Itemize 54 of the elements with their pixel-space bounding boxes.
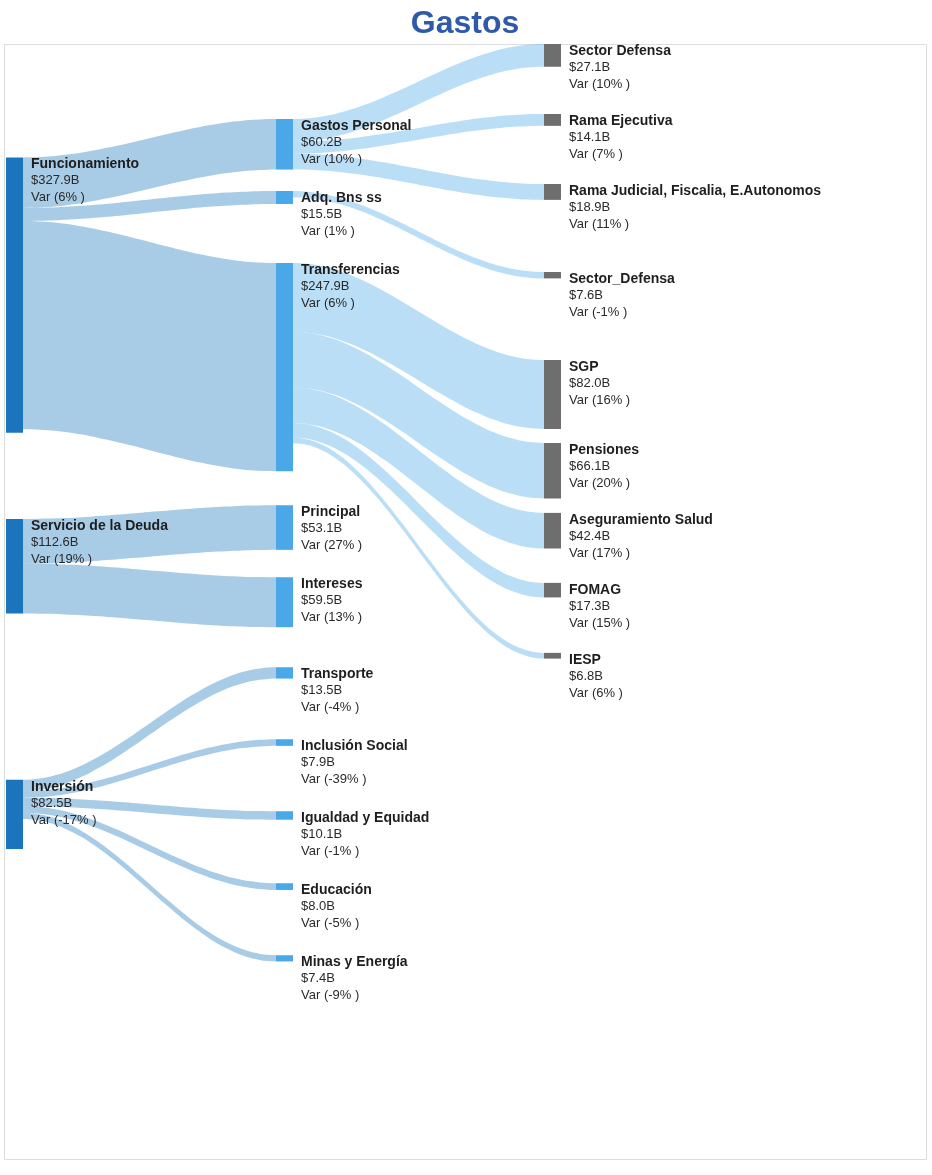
text: Var (27% ) [301, 537, 363, 553]
data-label: $8.0B [301, 898, 335, 914]
category-label: Rama Judicial, Fiscalia, E.Autonomos [569, 182, 822, 198]
text: Var (15% ) [569, 614, 631, 630]
category-label: IESP [569, 650, 601, 667]
text: Var (11% ) [569, 216, 630, 231]
text: Var (-1% ) [569, 304, 628, 319]
data-label: $82.0B [569, 375, 611, 390]
data-label: $14.1B [569, 129, 611, 144]
data-label: $7.4B [301, 970, 335, 986]
category-label: SGP [569, 358, 599, 374]
category-label: Igualdad y Equidad [301, 809, 430, 826]
category-label: Inclusión Social [301, 737, 408, 754]
text: Var (6% ) [569, 684, 623, 700]
data-label: $42.4B [569, 527, 611, 543]
category-label: Educación [301, 881, 372, 898]
text: Var (17% ) [569, 544, 631, 560]
text: Var (-5% ) [301, 915, 360, 931]
text: Var (-39% ) [301, 771, 367, 787]
text: Var (7% ) [569, 146, 623, 161]
category-label: Transporte [301, 665, 374, 682]
category-label: Aseguramiento Salud [569, 510, 713, 527]
category-label: Pensiones [569, 440, 640, 457]
text: Var (20% ) [569, 474, 631, 490]
data-label: $10.1B [301, 826, 343, 842]
category-label: Sector_Defensa [569, 270, 676, 286]
data-label: $112.6B [31, 533, 79, 549]
category-label: Principal [301, 503, 361, 520]
text: Var (10% ) [569, 76, 631, 91]
category-label: Intereses [301, 575, 363, 592]
data-label: $13.5B [301, 682, 343, 698]
data-label: $7.9B [301, 754, 335, 770]
category-label: Servicio de la Deuda [31, 516, 169, 533]
data-label: $53.1B [301, 520, 343, 536]
text: Var (-1% ) [301, 843, 360, 859]
data-label: $27.1B [569, 59, 611, 74]
text: Gastos [410, 4, 520, 40]
category-label: FOMAG [569, 580, 622, 597]
text: Var (6% ) [301, 295, 355, 310]
data-label: $59.5B [301, 592, 343, 608]
text: Var (-4% ) [301, 699, 360, 715]
data-label: $247.9B [301, 278, 350, 293]
data-label: $66.1B [569, 457, 611, 473]
data-label: $17.3B [569, 597, 611, 613]
data-label: $18.9B [569, 199, 611, 214]
text: Var (16% ) [569, 392, 631, 407]
text: Var (19% ) [31, 550, 93, 566]
text: Var (13% ) [301, 609, 363, 625]
category-label: Minas y Energía [301, 953, 408, 970]
data-label: $7.6B [569, 287, 603, 302]
text: Var (-9% ) [301, 987, 360, 1003]
category-label: Rama Ejecutiva [569, 112, 673, 128]
category-label: Sector Defensa [569, 42, 672, 58]
data-label: $6.8B [569, 667, 603, 683]
